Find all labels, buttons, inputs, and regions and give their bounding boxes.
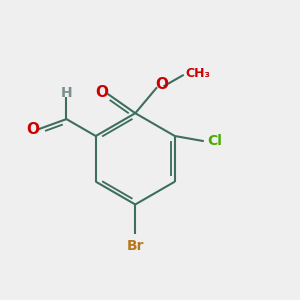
Text: O: O xyxy=(96,85,109,100)
Text: O: O xyxy=(155,77,168,92)
Text: CH₃: CH₃ xyxy=(185,68,210,80)
Text: O: O xyxy=(26,122,39,137)
Text: Cl: Cl xyxy=(207,134,222,148)
Text: H: H xyxy=(61,86,72,100)
Text: Br: Br xyxy=(127,239,144,253)
